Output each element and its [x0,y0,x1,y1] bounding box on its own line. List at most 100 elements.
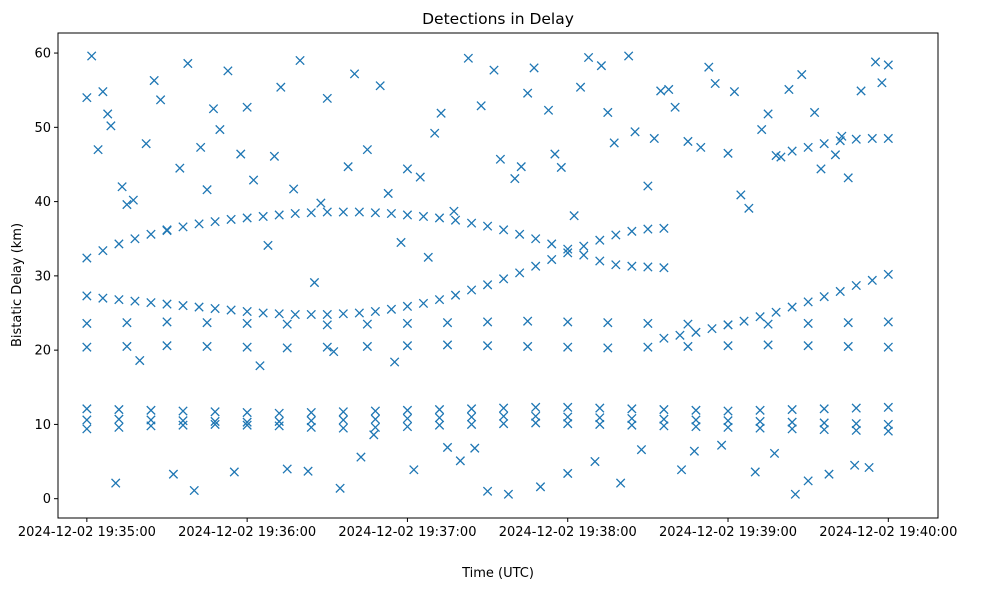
data-point-noise [664,84,674,95]
data-point-track-d [242,417,252,427]
data-point-track-i [402,341,413,351]
data-point-track-a [258,211,268,222]
data-point-track-h [362,319,373,329]
data-point-track-a [595,256,605,266]
data-point-track-c [659,333,669,343]
data-point-noise [175,163,185,173]
data-point-track-g [883,133,893,144]
data-point-track-e [114,404,124,415]
data-point-track-f [178,420,188,430]
data-point-noise [683,136,693,147]
data-point-track-h [202,318,212,328]
data-point-track-b [162,299,172,309]
data-point-noise [583,52,594,63]
data-point-noise [849,460,860,470]
data-point-track-e [531,402,541,412]
data-point-track-a [146,229,156,239]
data-point-noise [495,154,506,164]
data-point-noise [843,173,853,183]
data-point-noise [423,252,433,262]
data-point-track-b [242,306,252,317]
data-point-noise [729,87,740,97]
data-point-noise [603,107,613,118]
data-point-track-a [354,207,365,217]
data-point-noise [128,195,138,205]
data-point-noise [516,162,526,172]
data-point-noise [436,108,446,118]
data-point-track-d [306,416,316,426]
data-point-track-d [82,415,92,425]
data-point-noise [255,361,265,371]
data-point-track-b [386,304,397,314]
data-point-track-f [306,422,316,433]
data-point-noise [750,467,760,477]
data-point-noise [550,149,560,159]
data-point-track-h [883,317,893,327]
data-point-noise [106,121,116,131]
data-point-track-d [755,416,765,427]
data-point-track-d [787,417,797,427]
data-point-track-b [322,309,332,320]
data-point-track-h [82,318,92,329]
data-point-track-a [418,211,429,222]
data-point-track-a [627,261,637,271]
data-point-track-a [82,253,92,263]
x-tick-label: 2024-12-02 19:36:00 [178,525,316,540]
data-point-track-a [434,213,445,223]
data-point-track-b [579,241,589,251]
data-point-track-e [306,407,316,418]
data-point-noise [288,184,299,194]
data-point-track-a [450,215,461,225]
data-point-track-f [402,421,413,432]
data-point-noise [615,478,626,488]
data-point-track-f [370,422,381,433]
data-point-noise [744,203,754,213]
data-point-noise [87,51,97,61]
data-point-track-e [146,405,156,415]
data-point-noise [575,82,586,92]
data-point-track-a [579,250,589,260]
data-point-noise [402,164,413,174]
data-point-noise [476,101,486,111]
data-point-noise [803,476,813,486]
data-point-noise [122,199,132,210]
data-point-track-h [402,318,413,329]
data-point-track-f [755,423,765,433]
x-tick-label: 2024-12-02 19:38:00 [499,525,637,540]
data-point-track-a [290,208,300,219]
x-tick-label: 2024-12-02 19:40:00 [819,525,957,540]
data-point-track-f [819,424,829,435]
data-point-track-a [659,263,669,273]
data-point-noise [636,445,647,455]
data-point-track-b [643,224,653,234]
data-marks [82,51,893,499]
data-point-noise [830,150,841,160]
data-point-noise [329,346,339,357]
data-point-track-b [210,303,220,314]
data-point-track-d [659,414,669,424]
data-point-track-h [482,317,493,327]
data-point-noise [809,107,820,118]
data-point-noise [117,182,127,192]
data-point-track-b [450,290,461,300]
data-point-track-e [178,406,188,416]
data-point-track-b [547,254,557,265]
data-point-track-i [202,341,212,352]
data-point-noise [409,465,419,475]
data-point-track-c [771,307,781,317]
data-point-noise [215,124,225,135]
data-point-track-d [883,419,893,430]
data-point-track-a [178,222,188,232]
data-point-track-b [274,309,284,319]
data-point-track-d [370,414,381,424]
data-point-noise [609,138,619,148]
data-point-track-d [531,411,541,421]
data-point-track-a [322,207,332,217]
data-point-noise [769,448,780,459]
data-point-track-a [643,262,653,272]
data-point-noise [82,92,92,103]
data-point-track-a [306,208,316,218]
data-point-track-e [883,402,893,412]
data-point-track-c [819,292,829,302]
